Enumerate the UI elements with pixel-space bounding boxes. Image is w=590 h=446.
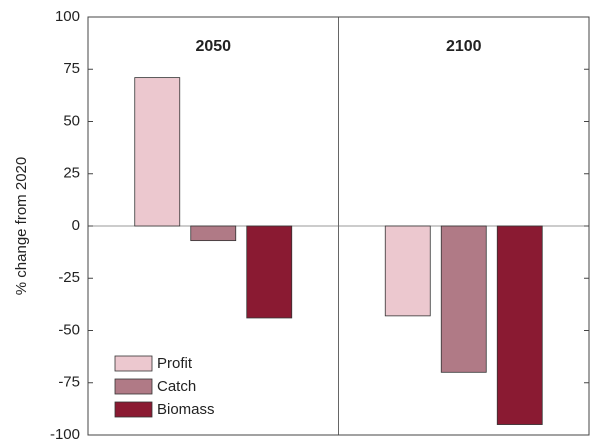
- panel-title: 2050: [195, 38, 231, 55]
- bar: [134, 77, 181, 227]
- y-tick-label: 0: [72, 217, 80, 234]
- panel-title: 2100: [446, 38, 482, 55]
- y-tick-label: -25: [58, 269, 80, 286]
- legend-label: Profit: [157, 355, 193, 372]
- y-tick-label: 25: [63, 165, 80, 182]
- legend-swatch: [114, 378, 153, 395]
- y-tick-label: 100: [55, 8, 80, 25]
- bar: [246, 225, 293, 319]
- y-tick-label: -50: [58, 321, 80, 338]
- plot-frame: [87, 16, 590, 436]
- bar: [496, 225, 543, 425]
- legend-label: Biomass: [157, 401, 215, 418]
- bar: [190, 225, 237, 242]
- y-tick-label: 50: [63, 112, 80, 129]
- y-tick-label: 75: [63, 60, 80, 77]
- legend-label: Catch: [157, 378, 196, 395]
- y-tick-label: -100: [50, 426, 80, 443]
- bar: [440, 225, 487, 373]
- bar: [384, 225, 431, 317]
- y-axis-label: % change from 2020: [13, 157, 30, 295]
- y-tick-label: -75: [58, 374, 80, 391]
- legend-swatch: [114, 355, 153, 372]
- legend-swatch: [114, 401, 153, 418]
